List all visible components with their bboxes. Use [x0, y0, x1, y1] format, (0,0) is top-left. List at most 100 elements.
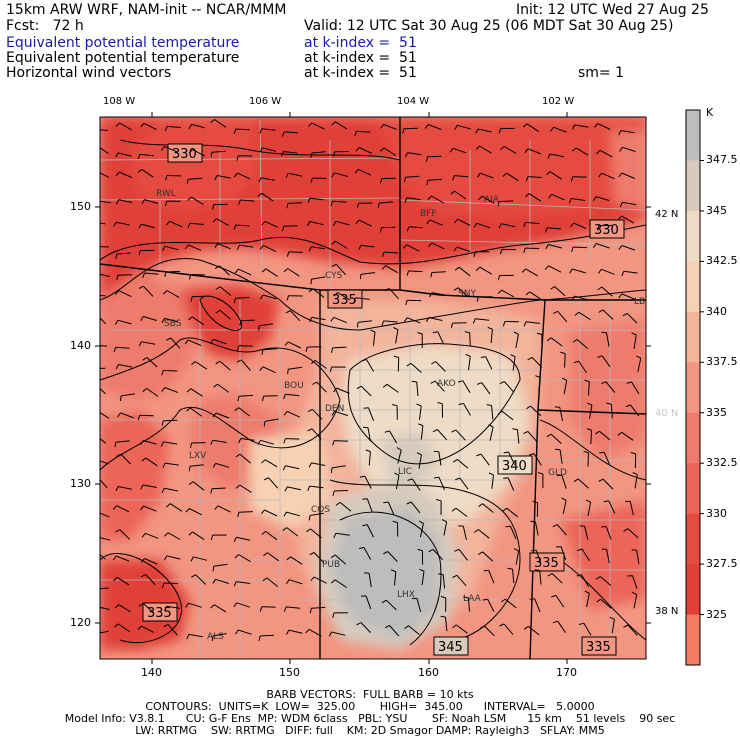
wind-barb-feather: [188, 466, 191, 472]
wind-barb-shaft: [550, 337, 563, 347]
wind-barb-feather: [418, 423, 424, 427]
wind-barb-feather: [186, 634, 190, 640]
wind-barb-shaft: [190, 407, 202, 417]
wind-barb-shaft: [116, 576, 130, 586]
wind-barb-feather: [597, 225, 600, 231]
wind-barb-feather: [438, 573, 444, 576]
wind-barb-feather: [309, 552, 315, 556]
wind-barb-feather: [404, 152, 408, 158]
wind-barb-feather: [237, 512, 240, 518]
wind-barb-shaft: [164, 387, 179, 393]
wind-barb-shaft: [118, 486, 133, 490]
wind-barb-feather: [571, 295, 575, 301]
wind-barb-shaft: [262, 294, 277, 300]
wind-barb-feather: [552, 620, 558, 624]
wind-barb-feather: [416, 452, 422, 456]
wind-barb-shaft: [166, 290, 180, 298]
wind-barb-shaft: [309, 197, 324, 201]
wind-barb-feather: [465, 353, 471, 357]
wind-barb-shaft: [416, 598, 422, 613]
wind-barb-feather: [534, 569, 540, 571]
wind-barb-feather: [552, 310, 558, 315]
wind-barb-shaft: [429, 219, 443, 226]
wind-barb-shaft: [455, 624, 468, 634]
wind-barb-shaft: [141, 341, 156, 345]
contour-lines: [100, 139, 646, 646]
wind-barb-feather: [234, 554, 239, 559]
wind-barb-shaft: [480, 172, 494, 179]
wind-barb-feather: [236, 155, 239, 161]
grid-y-tick: 130: [70, 477, 91, 490]
field1-level: at k-index = 51: [304, 35, 417, 51]
wind-barb-feather: [497, 275, 501, 281]
wind-barb-feather: [535, 375, 541, 378]
wind-barb-feather: [502, 172, 507, 177]
wind-barb-shaft: [144, 558, 158, 565]
wind-barb-feather: [425, 317, 430, 323]
wind-barb-feather: [586, 428, 592, 431]
wind-barb-feather: [440, 596, 446, 599]
station-labels: RWL CYS BFF AIA SNY LBF SBS BOU DEN AKO LXV LIC GLD C…: [156, 189, 646, 642]
wind-barb-shaft: [501, 223, 516, 228]
smoothing-label: sm= 1: [578, 65, 625, 81]
wind-barb-shaft: [601, 355, 611, 368]
wind-barb-shaft: [503, 145, 517, 154]
wind-barb-feather: [259, 294, 264, 300]
wind-barb-feather: [93, 606, 95, 610]
wind-barb-shaft: [211, 487, 226, 490]
wind-barb-shaft: [139, 153, 154, 157]
wind-barb-shaft: [283, 151, 298, 154]
wind-barb-feather: [237, 396, 240, 402]
wind-barb-feather: [261, 459, 266, 464]
wind-barb-shaft: [311, 276, 326, 280]
wind-barb-feather: [473, 529, 479, 533]
wind-barb-feather: [452, 624, 457, 629]
wind-barb-feather: [186, 407, 191, 412]
wind-barb-shaft: [387, 501, 395, 516]
wind-barb-shaft: [621, 215, 635, 224]
wind-barb-feather: [140, 505, 144, 511]
wind-barb-feather: [259, 147, 263, 153]
wind-barb-feather: [233, 536, 237, 542]
forecast-hour: Fcst: 72 h: [6, 18, 84, 34]
wind-barb-feather: [623, 624, 629, 628]
grid-y-tick: 120: [70, 616, 91, 629]
wind-barb-feather: [529, 598, 535, 600]
wind-barb-feather: [93, 459, 96, 463]
wind-barb-feather: [631, 332, 637, 336]
wind-barb-shaft: [411, 478, 421, 491]
wind-barb-feather: [618, 172, 623, 178]
wind-barb-shaft: [238, 629, 252, 635]
wind-barb-feather: [452, 458, 458, 463]
wind-barb-feather: [164, 126, 168, 132]
wind-barb-feather: [618, 293, 623, 299]
wind-barb-shaft: [143, 505, 157, 512]
wind-barb-shaft: [191, 196, 204, 205]
station-label: SNY: [458, 289, 476, 299]
wind-barb-shaft: [285, 465, 300, 470]
wind-barb-shaft: [457, 218, 471, 226]
wind-barb-feather: [545, 244, 549, 250]
wind-barb-feather: [454, 218, 459, 224]
wind-barb-shaft: [501, 410, 514, 421]
wind-barb-shaft: [115, 346, 130, 349]
wind-barb-shaft: [462, 380, 471, 393]
wind-barb-feather: [573, 478, 579, 483]
wind-barb-shaft: [606, 332, 610, 347]
wind-barb-feather: [503, 451, 509, 454]
wind-barb-shaft: [633, 594, 638, 609]
wind-barb-shaft: [116, 555, 130, 562]
wind-barb-shaft: [241, 359, 251, 371]
wind-barb-feather: [454, 125, 458, 130]
colorbar-swatch: [686, 210, 700, 262]
grid-x-tick: 170: [556, 666, 577, 679]
wind-barb-shaft: [164, 462, 179, 466]
wind-barb-feather: [451, 507, 457, 512]
wind-barb-feather: [282, 465, 286, 471]
wind-barb-shaft: [527, 176, 542, 178]
wind-barb-shaft: [213, 563, 228, 567]
wind-barb-feather: [335, 501, 341, 506]
wind-barb-shaft: [534, 598, 541, 612]
wind-barb-feather: [333, 292, 338, 297]
wind-barb-feather: [236, 359, 242, 363]
